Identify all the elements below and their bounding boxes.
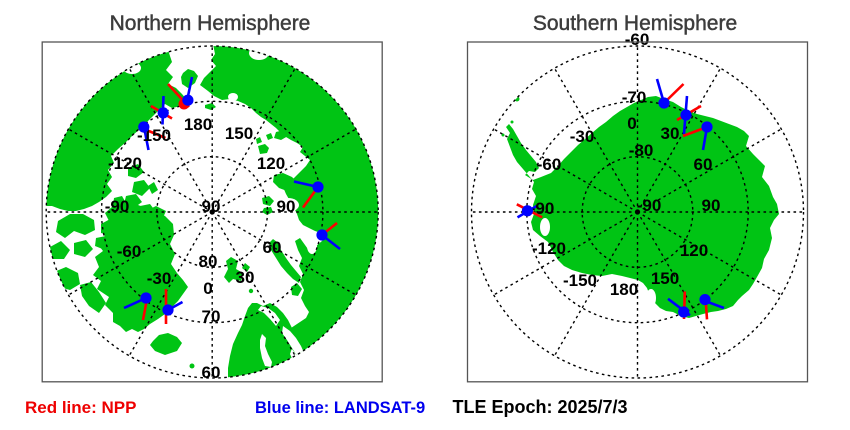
svg-text:Blue line: LANDSAT-9: Blue line: LANDSAT-9 (255, 399, 425, 417)
svg-text:-120: -120 (532, 239, 566, 258)
svg-text:Southern Hemisphere: Southern Hemisphere (533, 12, 737, 35)
svg-text:Red line: NPP: Red line: NPP (25, 398, 136, 417)
svg-text:30: 30 (661, 124, 680, 143)
svg-text:60: 60 (263, 238, 282, 257)
svg-text:0: 0 (203, 279, 212, 298)
svg-text:80: 80 (199, 252, 218, 271)
svg-text:180: 180 (610, 280, 638, 299)
svg-text:-150: -150 (563, 271, 597, 290)
svg-text:150: 150 (651, 269, 679, 288)
svg-text:0: 0 (627, 114, 636, 133)
svg-text:-60: -60 (537, 155, 562, 174)
svg-text:TLE Epoch: 2025/7/3: TLE Epoch: 2025/7/3 (453, 397, 628, 417)
svg-text:30: 30 (236, 268, 255, 287)
svg-text:60: 60 (694, 155, 713, 174)
svg-text:70: 70 (202, 307, 221, 326)
svg-text:-30: -30 (147, 269, 172, 288)
svg-text:90: 90 (202, 197, 221, 216)
svg-text:-90: -90 (530, 199, 555, 218)
svg-text:-120: -120 (108, 154, 142, 173)
svg-text:180: 180 (184, 115, 212, 134)
svg-text:-30: -30 (570, 127, 595, 146)
svg-text:-90: -90 (637, 196, 662, 215)
svg-text:-90: -90 (105, 197, 130, 216)
svg-text:-70: -70 (622, 88, 647, 107)
svg-text:-60: -60 (625, 30, 650, 49)
svg-text:90: 90 (277, 197, 296, 216)
svg-text:Northern Hemisphere: Northern Hemisphere (110, 12, 311, 35)
svg-text:90: 90 (702, 196, 721, 215)
svg-text:60: 60 (202, 363, 221, 382)
svg-text:120: 120 (257, 154, 285, 173)
svg-text:-80: -80 (629, 141, 654, 160)
svg-text:120: 120 (680, 241, 708, 260)
svg-text:-60: -60 (117, 242, 142, 261)
svg-text:150: 150 (225, 124, 253, 143)
